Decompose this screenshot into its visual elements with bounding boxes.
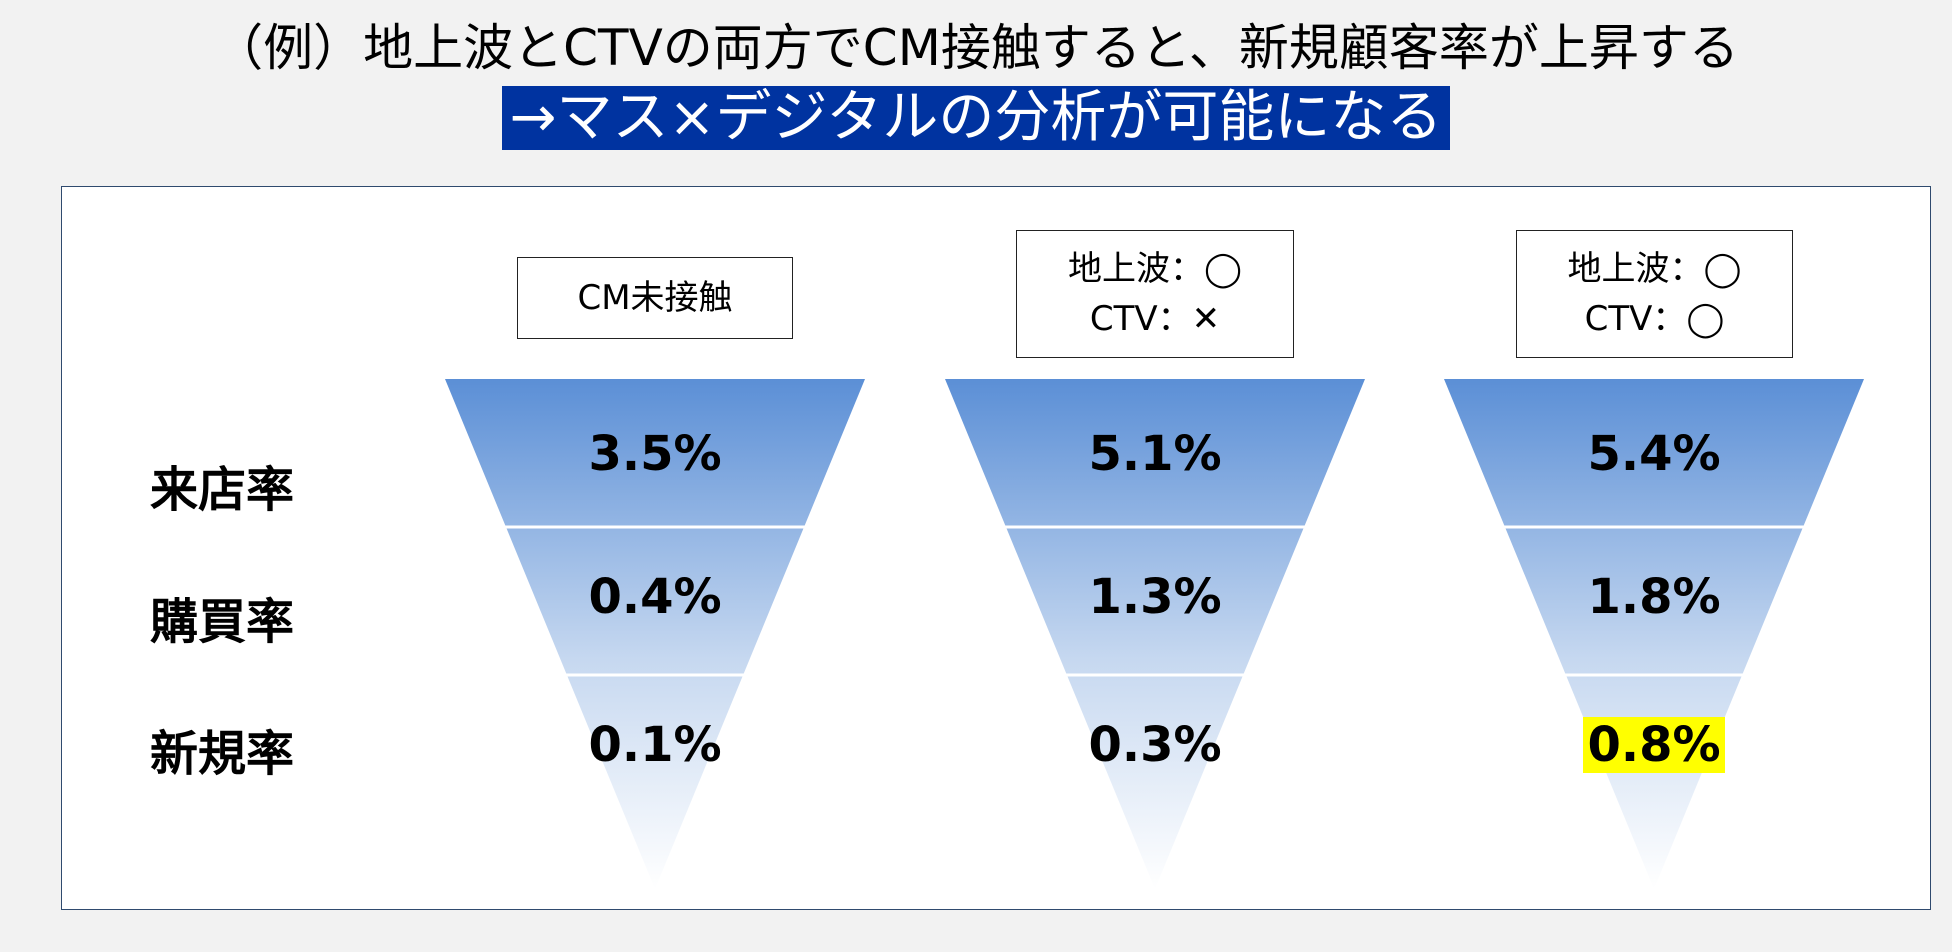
funnel-no-cm: 3.5% 0.4% 0.1% <box>445 379 865 889</box>
value-text: 1.8% <box>1587 569 1721 625</box>
column-header-tv-only: 地上波：◯ CTV：✕ <box>1016 230 1294 358</box>
row-label-purchase-rate: 購買率 <box>150 594 295 650</box>
funnel-value-visit: 5.4% <box>1444 426 1864 482</box>
funnel-value-visit: 3.5% <box>445 426 865 482</box>
funnel-value-purchase: 0.4% <box>445 569 865 625</box>
value-text: 3.5% <box>588 426 722 482</box>
row-label-visit-rate: 来店率 <box>150 462 295 518</box>
funnel-triangle <box>945 379 1365 889</box>
column-header-line: CTV：◯ <box>1584 299 1725 339</box>
value-text: 0.3% <box>1088 717 1222 773</box>
funnel-graphic <box>945 379 1365 889</box>
page-title: （例）地上波とCTVの両方でCM接触すると、新規顧客率が上昇する <box>213 19 1739 77</box>
subtitle-container: →マス×デジタルの分析が可能になる <box>0 86 1952 150</box>
funnel-value-new: 0.1% <box>445 717 865 773</box>
funnel-triangle <box>445 379 865 889</box>
column-header-line: 地上波：◯ <box>1567 249 1742 289</box>
column-header-tv-and-ctv: 地上波：◯ CTV：◯ <box>1516 230 1793 358</box>
funnel-value-visit: 5.1% <box>945 426 1365 482</box>
value-text: 5.1% <box>1088 426 1222 482</box>
funnel-tv-only: 5.1% 1.3% 0.3% <box>945 379 1365 889</box>
funnel-triangle <box>1444 379 1864 889</box>
funnel-value-purchase: 1.3% <box>945 569 1365 625</box>
highlighted-value-text: 0.8% <box>1583 717 1725 773</box>
value-text: 0.4% <box>588 569 722 625</box>
funnel-value-new: 0.3% <box>945 717 1365 773</box>
value-text: 0.1% <box>588 717 722 773</box>
column-header-line: 地上波：◯ <box>1067 249 1243 289</box>
column-header-line: CM未接触 <box>577 278 733 318</box>
funnel-graphic <box>445 379 865 889</box>
subtitle-banner: →マス×デジタルの分析が可能になる <box>501 86 1451 150</box>
value-text: 5.4% <box>1587 426 1721 482</box>
value-text: 1.3% <box>1088 569 1222 625</box>
funnel-value-new: 0.8% <box>1444 717 1864 773</box>
column-header-no-cm: CM未接触 <box>517 257 793 339</box>
row-label-new-customer-rate: 新規率 <box>150 726 295 782</box>
column-header-line: CTV：✕ <box>1089 299 1221 339</box>
funnel-tv-and-ctv: 5.4% 1.8% 0.8% <box>1444 379 1864 889</box>
funnel-value-purchase: 1.8% <box>1444 569 1864 625</box>
funnel-graphic <box>1444 379 1864 889</box>
